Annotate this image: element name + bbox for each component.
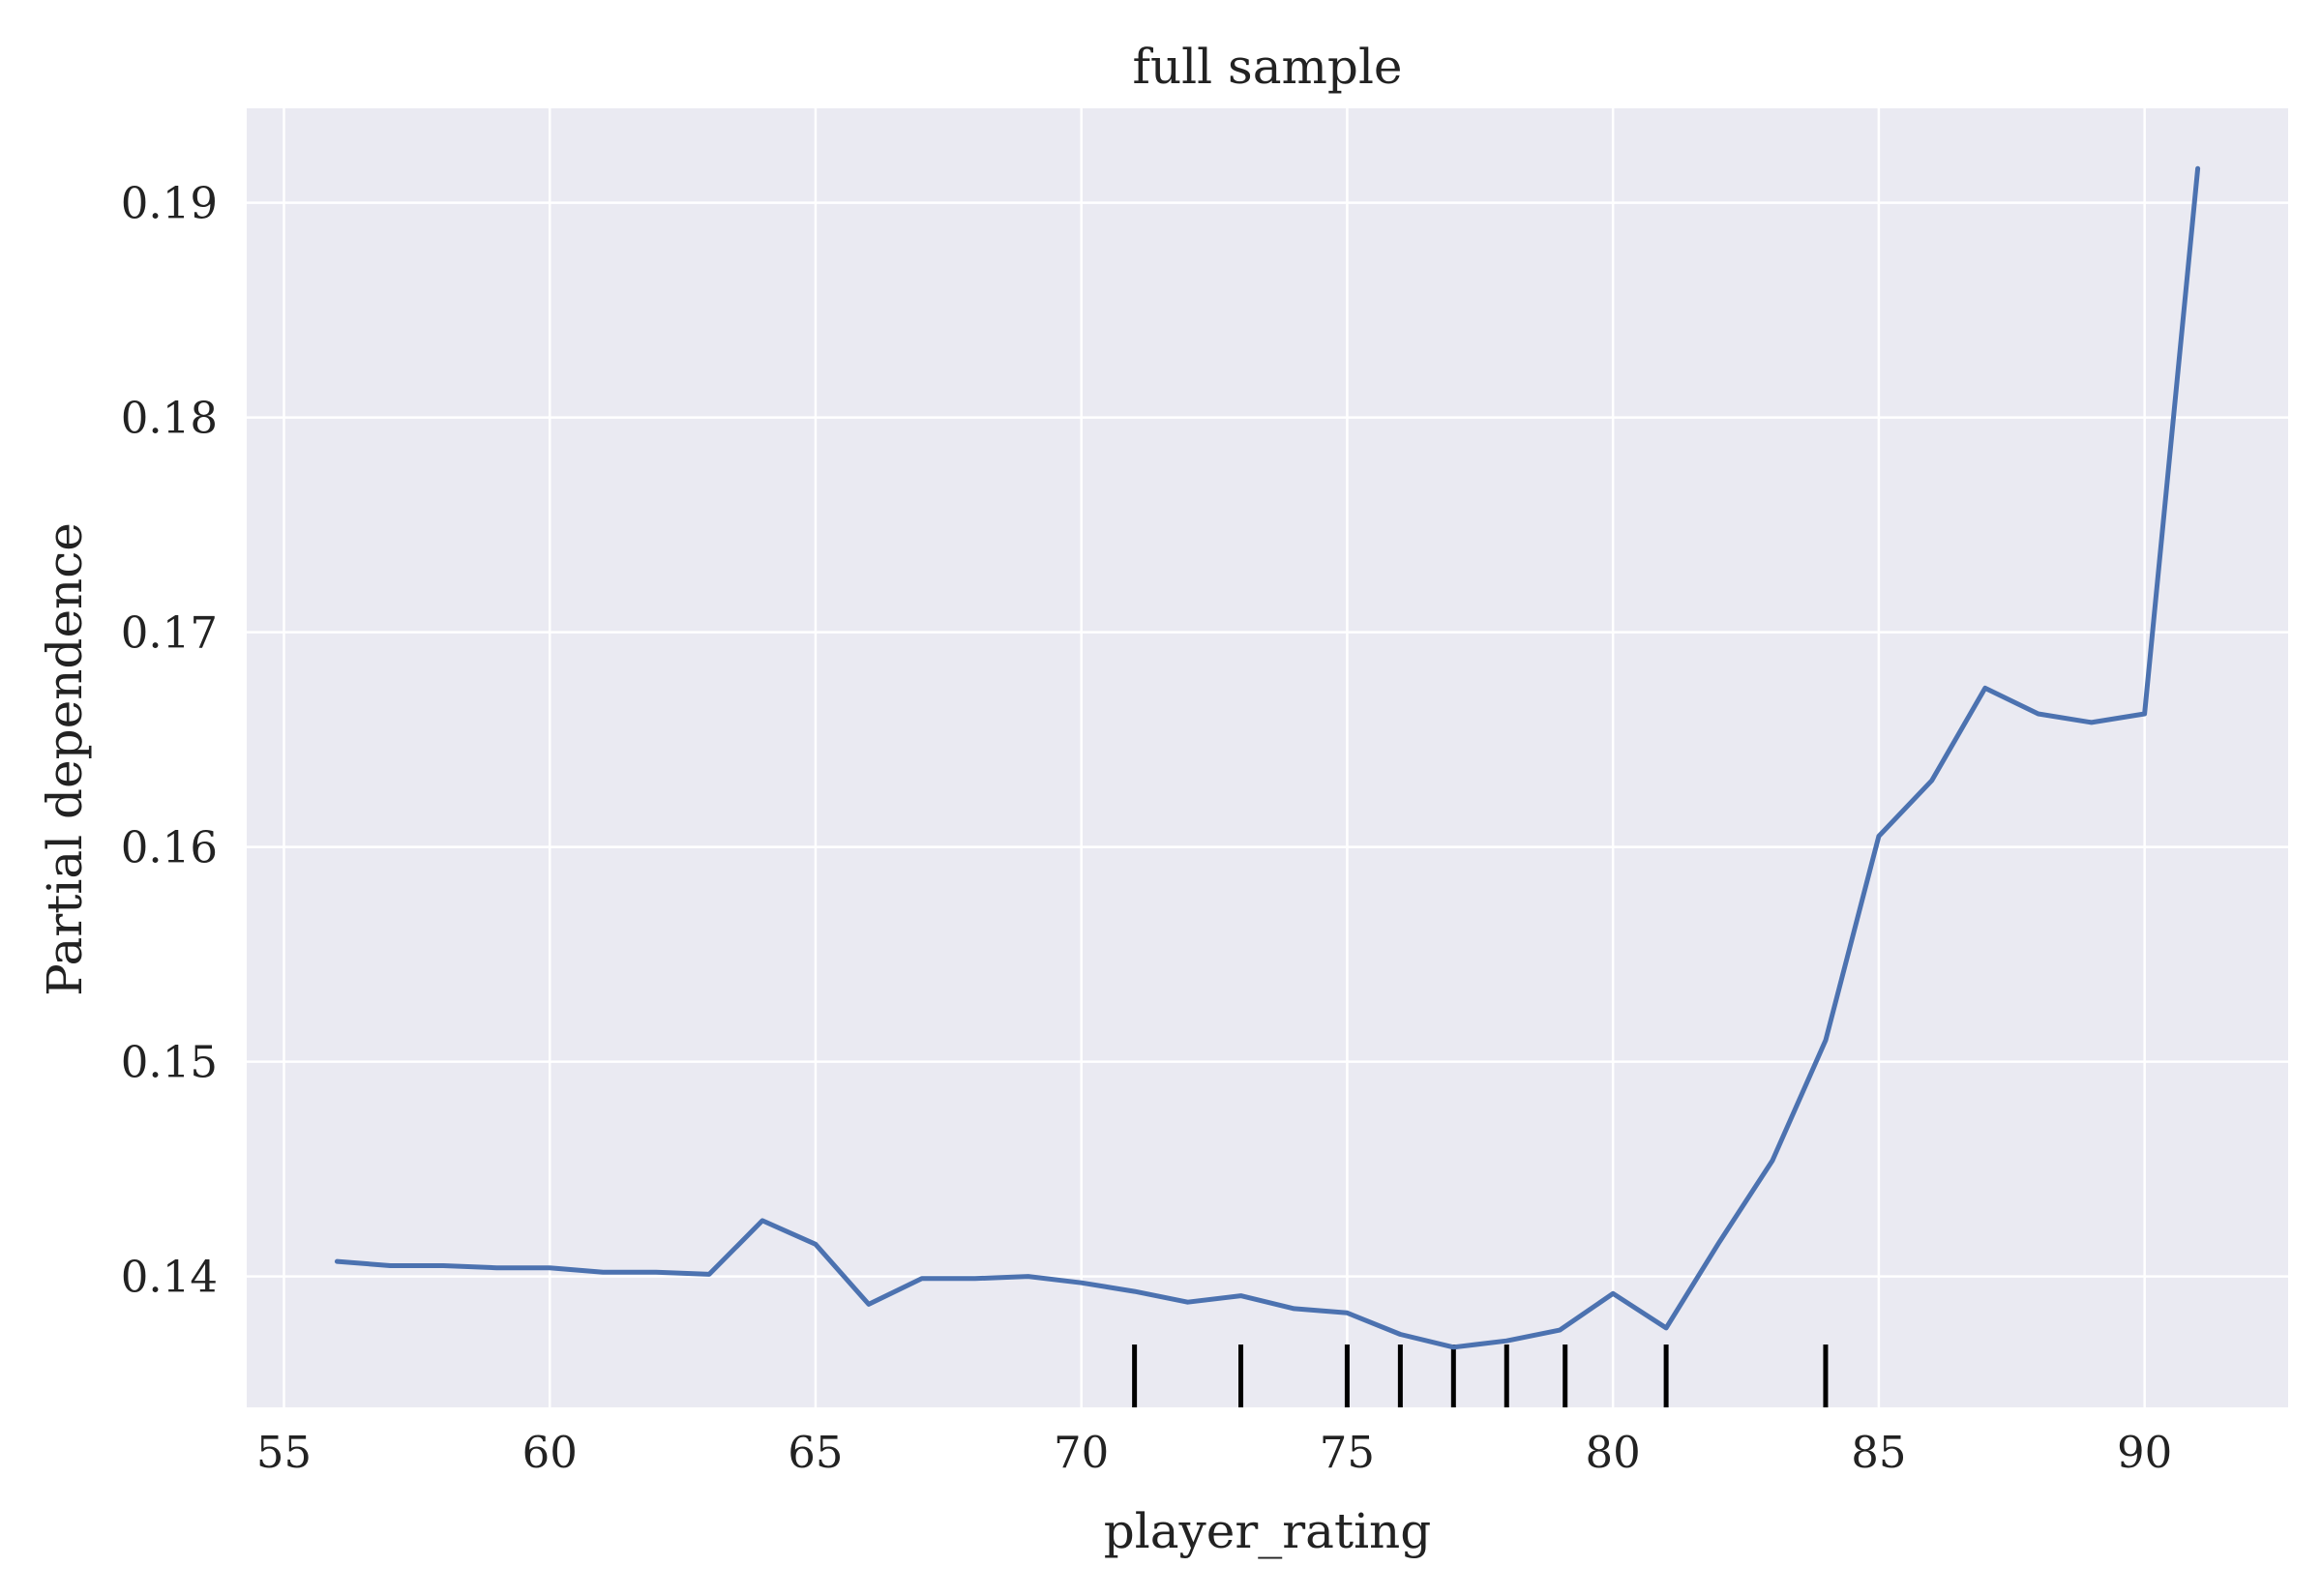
x-tick-label: 70: [1054, 1427, 1109, 1478]
y-tick-label: 0.16: [121, 822, 218, 873]
x-axis-ticks: 55 60 65 70 75 80 85 90: [256, 1427, 2172, 1478]
y-axis-label: Partial dependence: [37, 522, 93, 996]
x-axis-label: player_rating: [1104, 1503, 1432, 1559]
vertical-gridlines: [283, 108, 2146, 1407]
chart-title: full sample: [1132, 39, 1402, 95]
y-tick-label: 0.19: [121, 178, 218, 229]
y-tick-label: 0.18: [121, 393, 218, 444]
x-tick-label: 90: [2117, 1427, 2172, 1478]
rug-marks: [1132, 1345, 1829, 1407]
x-tick-label: 55: [256, 1427, 312, 1478]
y-tick-label: 0.14: [121, 1252, 218, 1303]
x-tick-label: 75: [1320, 1427, 1375, 1478]
x-tick-label: 85: [1851, 1427, 1906, 1478]
horizontal-gridlines: [247, 201, 2288, 1278]
x-tick-label: 80: [1586, 1427, 1641, 1478]
y-tick-label: 0.17: [121, 607, 218, 659]
partial-dependence-line: [334, 165, 2201, 1350]
y-axis-ticks: 0.14 0.15 0.16 0.17 0.18 0.19: [121, 178, 218, 1303]
x-tick-label: 60: [522, 1427, 578, 1478]
plot-area: [247, 108, 2288, 1407]
y-tick-label: 0.15: [121, 1037, 218, 1088]
x-tick-label: 65: [788, 1427, 843, 1478]
